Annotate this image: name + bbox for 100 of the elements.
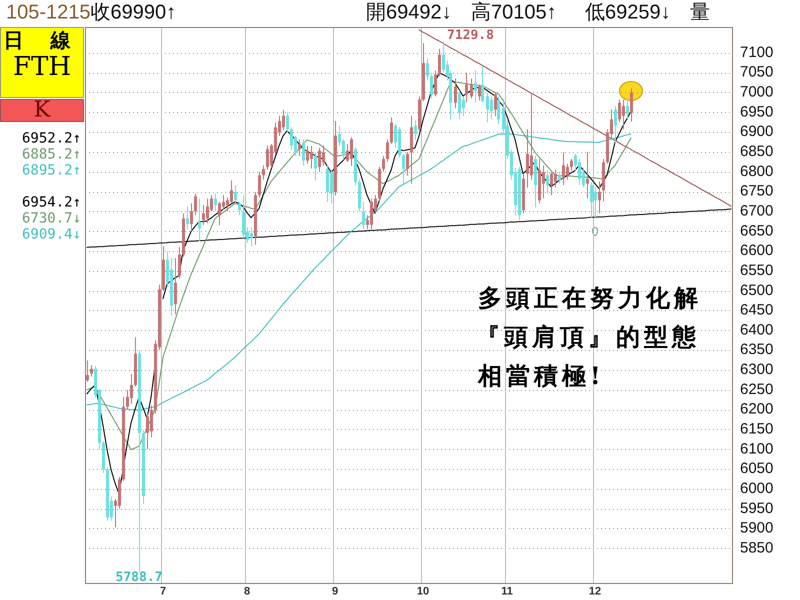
y-tick-label: 6000 [740,480,774,497]
candlestick [438,48,441,78]
candlestick [542,164,545,199]
text: 6730.7↓ [22,210,82,227]
candlestick [262,164,265,180]
candlestick [302,138,305,166]
candlestick [546,170,549,194]
y-tick-label: 6950 [740,103,774,120]
candlestick [174,258,177,315]
candlestick [478,84,481,101]
text: 高70105↑ [471,0,557,24]
y-tick-label: 6300 [740,361,774,378]
y-tick-label: 6450 [740,302,774,319]
candlestick [490,96,493,120]
candlestick [330,169,333,204]
x-tick-label: 10 [416,586,430,598]
candlestick [566,163,569,180]
candlestick [622,99,625,130]
y-tick-label: 6400 [740,321,774,338]
candlestick [462,96,465,117]
candlestick [454,78,457,109]
candlestick [370,198,373,230]
candlestick [214,193,217,212]
x-tick-label: 12 [588,586,602,598]
candlestick [554,169,557,188]
candlestick [550,172,553,196]
annotation: 5788.7 [116,570,162,585]
candlestick [190,202,193,232]
y-tick-label: 6650 [740,222,774,240]
y-tick-label: 7100 [740,44,774,61]
text: 6909.4↓ [22,226,82,243]
candlestick [590,182,593,219]
annotation: 『頭肩頂』的型態 [476,322,700,352]
text: 6952.2↑ [22,130,82,147]
candlestick [258,171,261,198]
candlestick [318,147,321,172]
candlestick [530,94,533,180]
x-tick-label: 9 [332,586,338,598]
y-tick-label: 6850 [740,143,774,160]
candlestick [458,90,461,120]
candlestick [570,158,573,172]
y-tick-label: 6050 [740,460,774,478]
candlestick [266,145,269,170]
text: 量 [690,2,710,24]
y-tick-label: 6700 [740,202,774,220]
candlestick [386,138,389,162]
candlestick [481,66,484,103]
text: 開69492↓ [366,2,452,24]
candlestick [414,120,417,140]
candlestick [470,78,473,99]
text: FTH [12,52,72,82]
candlestick [442,40,445,74]
y-tick-label: 6800 [740,162,774,180]
candlestick [426,58,429,82]
candlestick [206,198,209,224]
annotation: 多頭正在努力化解 [478,283,702,312]
candlestick [250,226,253,247]
candlestick [194,193,197,216]
candlestick [150,405,153,438]
candlestick [198,198,201,242]
candlestick [406,151,409,176]
candlestick [558,171,561,184]
candlestick [586,151,589,199]
candlestick [126,389,129,410]
candlestick [382,155,385,172]
candlestick [202,204,205,226]
text: 6895.2↑ [22,162,82,179]
candlestick [598,181,601,214]
candlestick [130,373,133,404]
candlestick [630,88,633,122]
y-tick-label: 6750 [740,182,774,200]
candlestick [402,153,405,186]
candlestick [306,145,309,164]
candlestick [242,194,245,239]
candlestick [282,109,285,131]
text: 日 線 [4,28,80,52]
candlestick [618,99,621,123]
candlestick [146,413,149,450]
candlestick [434,70,437,97]
candlestick [86,360,89,382]
y-tick-label: 6350 [740,341,774,358]
y-tick-label: 7000 [740,84,774,101]
y-tick-label: 5950 [740,500,774,517]
candlestick [390,116,393,144]
y-tick-label: 6600 [740,242,774,260]
candlestick [230,180,233,204]
candlestick [614,105,617,144]
text: 6885.2↑ [22,146,82,163]
y-tick-label: 6550 [740,262,774,279]
candlestick [526,128,529,188]
annotation: 7129.8 [447,28,494,43]
candlestick [362,201,365,230]
y-tick-label: 6100 [740,440,774,458]
candlestick [238,201,241,216]
y-tick-label: 6150 [740,420,774,438]
candlestick [90,364,93,378]
y-tick-label: 6500 [740,282,774,299]
candlestick [326,165,329,202]
y-tick-label: 6200 [740,400,774,418]
candlestick [186,206,189,230]
